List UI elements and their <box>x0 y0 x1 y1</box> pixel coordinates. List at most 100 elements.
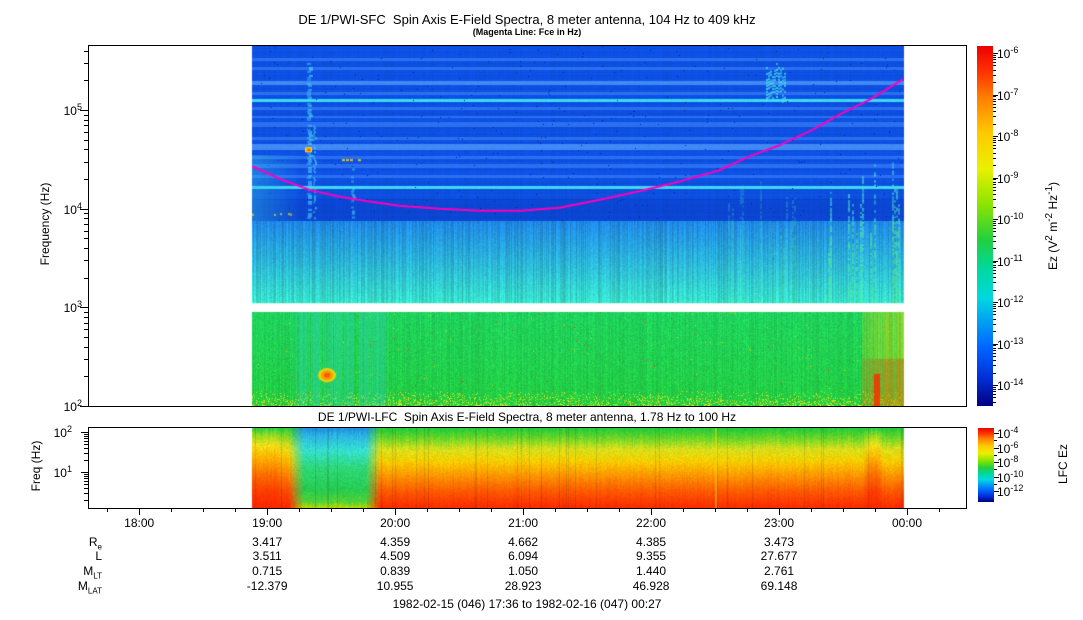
sfc-cbar-tick-minor <box>993 103 996 105</box>
time-tick-label: 21:00 <box>508 516 539 530</box>
sfc-cbar-tick-label: 10-6 <box>997 45 1019 61</box>
time-tick-minor <box>331 508 333 512</box>
sfc-cbar-tick-minor <box>993 323 996 325</box>
lfc-ytick-minor <box>84 444 88 446</box>
lfc-ytick-minor <box>84 459 88 461</box>
time-tick-minor <box>843 508 845 512</box>
sfc-ytick-minor <box>84 311 88 313</box>
ephemeris-row-label: MLAT <box>77 579 102 596</box>
lfc-cbar-tick-label: 10-8 <box>997 454 1019 470</box>
sfc-cbar-tick-minor <box>993 220 996 222</box>
sfc-cbar-tick-minor <box>993 235 996 237</box>
sfc-cbar-tick-minor <box>993 54 996 56</box>
ephemeris-value: 6.094 <box>508 549 539 563</box>
sfc-cbar-tick-minor <box>993 179 996 181</box>
time-tick-label: 00:00 <box>891 516 923 530</box>
ephemeris-value: 4.509 <box>380 549 411 563</box>
sfc-cbar-tick-minor <box>993 282 996 284</box>
sfc-ytick-minor <box>84 80 88 82</box>
sfc-ytick-minor <box>84 178 88 180</box>
time-tick-label: 22:00 <box>636 516 667 530</box>
lfc-cbar-tick-major <box>994 447 999 449</box>
ephemeris-value: 1.050 <box>508 564 539 578</box>
time-tick-label: 18:00 <box>124 516 155 530</box>
ephemeris-value: 69.148 <box>760 579 798 593</box>
sfc-ytick-minor <box>84 62 88 64</box>
ephemeris-value: 4.662 <box>508 535 539 549</box>
sfc-ytick-major <box>80 406 88 407</box>
sfc-cbar-tick-minor <box>993 181 996 183</box>
sfc-cbar-tick-minor <box>993 148 996 150</box>
sfc-cbar-tick-major <box>993 53 998 54</box>
sfc-cbar-tick-minor <box>993 331 996 332</box>
sfc-cbar-tick-minor <box>993 183 996 185</box>
lfc-cbar-tick-minor <box>994 469 997 471</box>
sfc-cbar-tick-minor <box>993 308 996 310</box>
sfc-ytick-label: 104 <box>63 200 82 217</box>
ephemeris-value: 46.928 <box>632 579 670 593</box>
sfc-cbar-tick-minor <box>993 372 996 374</box>
sfc-cbar-tick-minor <box>993 306 996 308</box>
time-tick-minor <box>491 508 493 512</box>
sfc-ytick-minor <box>84 218 88 220</box>
time-tick-major <box>651 508 653 515</box>
time-tick-minor <box>107 508 109 512</box>
time-tick-minor <box>459 508 461 512</box>
sfc-cbar-tick-minor <box>993 96 996 98</box>
sfc-cbar-tick-minor <box>993 318 996 320</box>
sfc-cbar-tick-label: 10-11 <box>997 252 1023 269</box>
time-tick-major <box>139 508 141 515</box>
sfc-cbar-tick-minor <box>993 62 996 64</box>
sfc-ytick-minor <box>84 125 88 127</box>
sfc-ytick-minor <box>84 114 88 116</box>
sfc-cbar-tick-minor <box>993 223 996 225</box>
sfc-cbar-tick-label: 10-14 <box>997 377 1024 393</box>
sfc-cbar-tick-minor <box>993 347 996 349</box>
sfc-cbar-tick-minor <box>993 189 996 191</box>
sfc-ytick-label: 102 <box>63 398 82 414</box>
sfc-cbar-tick-minor <box>993 311 996 313</box>
time-tick-minor <box>363 508 365 512</box>
sfc-cbar-tick-major <box>993 219 998 220</box>
lfc-cbar-tick-label: 10-10 <box>997 468 1024 485</box>
sfc-ytick-minor <box>84 238 88 240</box>
lfc-ytick-minor <box>84 492 88 494</box>
lfc-cbar-tick-major <box>994 462 999 463</box>
lfc-title: DE 1/PWI-LFC Spin Axis E-Field Spectra, … <box>317 410 737 424</box>
sfc-cbar-tick-minor <box>993 165 996 166</box>
sfc-subtitle: (Magenta Line: Fce in Hz) <box>472 27 582 37</box>
sfc-cbar-tick-minor <box>993 386 996 388</box>
ephemeris-value: 0.839 <box>380 564 411 578</box>
sfc-cbar-tick-minor <box>993 355 996 357</box>
sfc-ytick-minor <box>84 277 88 279</box>
sfc-cbar-tick-minor <box>993 365 996 367</box>
sfc-ytick-minor <box>84 337 88 339</box>
time-tick-minor <box>427 508 429 512</box>
sfc-cbar-tick-minor <box>993 116 996 118</box>
sfc-cbar-tick-minor <box>993 152 996 154</box>
sfc-cbar-tick-label: 10-9 <box>997 169 1019 186</box>
lfc-spectrogram <box>88 427 966 508</box>
sfc-cbar-tick-minor <box>993 389 996 391</box>
time-tick-minor <box>587 508 589 512</box>
sfc-cbar-tick-minor <box>993 248 996 249</box>
sfc-cbar-tick-minor <box>993 199 996 201</box>
lfc-cbar-tick-label: 10-4 <box>997 425 1019 441</box>
sfc-cbar-tick-minor <box>993 272 996 274</box>
lfc-ytick-major <box>81 432 88 433</box>
lfc-colorbar <box>978 428 994 502</box>
lfc-ytick-minor <box>84 473 88 475</box>
sfc-cbar-tick-minor <box>993 262 996 264</box>
sfc-ytick-minor <box>84 316 88 318</box>
sfc-cbar-tick-minor <box>993 349 996 351</box>
sfc-cbar-tick-minor <box>993 157 996 159</box>
sfc-cbar-tick-minor <box>993 303 996 305</box>
ephemeris-value: 3.511 <box>252 549 282 563</box>
ephemeris-row-label: L <box>95 549 102 563</box>
sfc-cbar-tick-minor <box>993 401 996 403</box>
sfc-ytick-minor <box>84 322 88 324</box>
lfc-ytick-major <box>81 472 88 473</box>
lfc-ytick-minor <box>84 499 88 501</box>
ephemeris-row-label: Re <box>88 535 102 552</box>
